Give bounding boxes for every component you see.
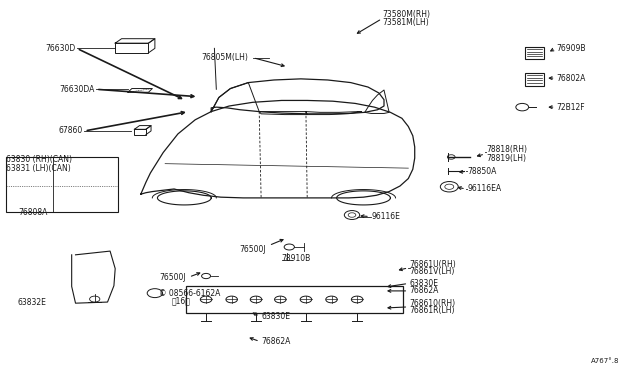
Text: 768610(RH): 768610(RH) <box>410 299 456 308</box>
Text: 76805M(LH): 76805M(LH) <box>202 53 248 62</box>
Text: 96116EA: 96116EA <box>467 185 501 193</box>
Text: 76861U(RH): 76861U(RH) <box>410 260 456 269</box>
Text: © 08566-6162A: © 08566-6162A <box>159 289 220 298</box>
Bar <box>134 129 146 135</box>
Text: 63831 (LH)(CAN): 63831 (LH)(CAN) <box>6 164 71 173</box>
Bar <box>525 47 544 59</box>
Text: 76630D: 76630D <box>45 44 76 53</box>
Text: 78910B: 78910B <box>282 254 311 263</box>
Text: （16）: （16） <box>172 296 190 305</box>
Text: 76500J: 76500J <box>239 245 266 254</box>
Text: 76862A: 76862A <box>410 286 439 295</box>
Text: 76909B: 76909B <box>557 44 586 53</box>
Text: 73581M(LH): 73581M(LH) <box>383 18 429 27</box>
Text: 63832E: 63832E <box>18 298 47 307</box>
Bar <box>6 157 118 212</box>
Text: 63830E: 63830E <box>410 279 438 288</box>
Bar <box>186 286 403 313</box>
Text: 78818(RH): 78818(RH) <box>486 145 527 154</box>
Text: 73580M(RH): 73580M(RH) <box>383 10 431 19</box>
Text: 76861R(LH): 76861R(LH) <box>410 306 455 315</box>
Text: 67860: 67860 <box>59 126 83 135</box>
Text: 63830 (RH)(CAN): 63830 (RH)(CAN) <box>6 155 72 164</box>
Text: 76861V(LH): 76861V(LH) <box>410 267 455 276</box>
Bar <box>525 73 544 86</box>
Text: 96116E: 96116E <box>371 212 400 221</box>
Text: 76500J: 76500J <box>159 273 186 282</box>
Bar <box>115 43 148 53</box>
Text: 76862A: 76862A <box>261 337 291 346</box>
Text: 78819(LH): 78819(LH) <box>486 154 526 163</box>
Text: 72B12F: 72B12F <box>557 103 586 112</box>
Text: 76802A: 76802A <box>557 74 586 83</box>
Text: 76630DA: 76630DA <box>60 85 95 94</box>
Text: 76808A: 76808A <box>18 208 47 217</box>
Text: 63830E: 63830E <box>261 312 290 321</box>
Text: A767°.8: A767°.8 <box>591 358 620 364</box>
Text: 78850A: 78850A <box>467 167 497 176</box>
